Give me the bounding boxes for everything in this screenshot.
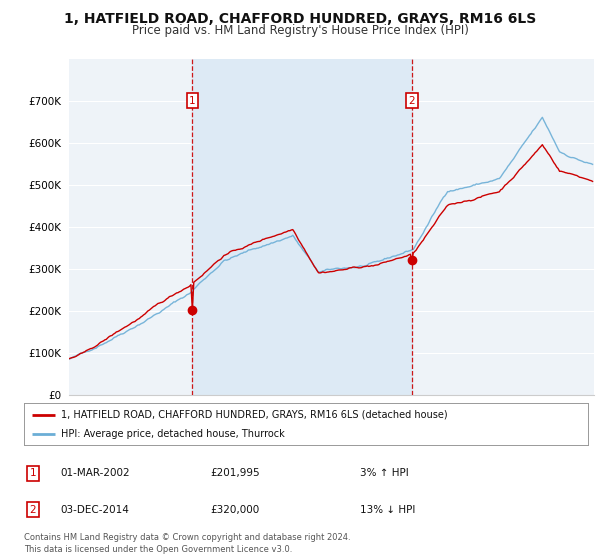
Text: Contains HM Land Registry data © Crown copyright and database right 2024.
This d: Contains HM Land Registry data © Crown c… xyxy=(24,533,350,554)
Text: 1: 1 xyxy=(189,96,196,106)
Text: 3% ↑ HPI: 3% ↑ HPI xyxy=(360,468,409,478)
Text: 1: 1 xyxy=(29,468,37,478)
Text: 1, HATFIELD ROAD, CHAFFORD HUNDRED, GRAYS, RM16 6LS (detached house): 1, HATFIELD ROAD, CHAFFORD HUNDRED, GRAY… xyxy=(61,409,447,419)
Text: 13% ↓ HPI: 13% ↓ HPI xyxy=(360,505,415,515)
Text: 2: 2 xyxy=(29,505,37,515)
Text: 2: 2 xyxy=(409,96,415,106)
Text: 1, HATFIELD ROAD, CHAFFORD HUNDRED, GRAYS, RM16 6LS: 1, HATFIELD ROAD, CHAFFORD HUNDRED, GRAY… xyxy=(64,12,536,26)
Text: £320,000: £320,000 xyxy=(210,505,259,515)
Text: 01-MAR-2002: 01-MAR-2002 xyxy=(60,468,130,478)
Bar xyxy=(193,59,412,395)
Text: 03-DEC-2014: 03-DEC-2014 xyxy=(60,505,129,515)
Text: HPI: Average price, detached house, Thurrock: HPI: Average price, detached house, Thur… xyxy=(61,429,284,439)
Text: Price paid vs. HM Land Registry's House Price Index (HPI): Price paid vs. HM Land Registry's House … xyxy=(131,24,469,36)
Text: £201,995: £201,995 xyxy=(210,468,260,478)
